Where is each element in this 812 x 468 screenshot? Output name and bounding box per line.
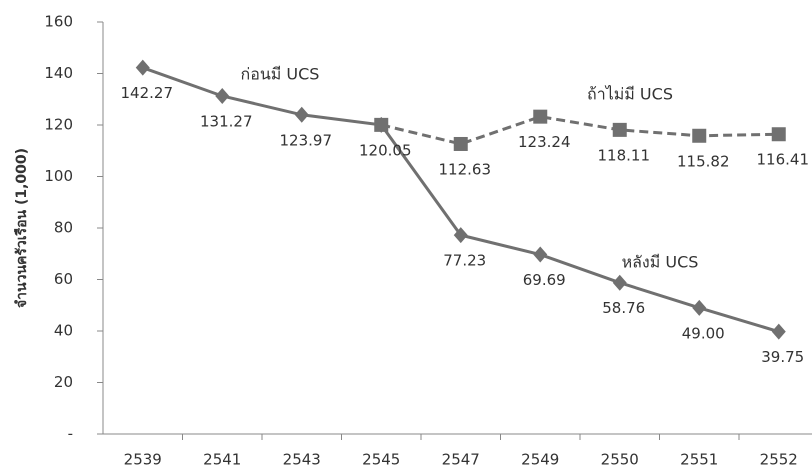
data-label: 118.11 [598,146,651,164]
x-tick-label: 2543 [283,451,321,468]
x-tick-label: 2547 [442,451,480,468]
data-label: 142.27 [121,84,174,102]
marker [692,128,707,143]
x-tick-label: 2545 [362,451,400,468]
data-label: 112.63 [439,160,492,178]
y-tick-label: 80 [54,219,73,237]
annotation: ก่อนมี UCS [241,65,320,84]
y-tick-label: - [68,425,73,443]
y-tick-label: 20 [54,373,73,391]
x-tick-label: 2541 [203,451,241,468]
data-label: 49.00 [682,324,725,342]
y-axis-label: จำนวนครัวเรือน (1,000) [14,148,30,308]
marker [533,109,548,124]
x-tick-label: 2549 [521,451,559,468]
marker [294,106,309,123]
series-line [380,115,779,146]
marker [453,136,468,151]
annotation: หลังมี UCS [622,253,699,272]
y-tick-label: 140 [44,64,73,82]
data-label: 131.27 [200,112,253,130]
series-line [142,66,780,334]
x-tick-label: 2551 [680,451,718,468]
data-label: 58.76 [602,299,645,317]
data-label: 123.24 [518,133,571,151]
data-label: 120.05 [359,141,412,159]
marker [453,227,468,244]
data-label: 77.23 [443,252,486,270]
data-label: 39.75 [761,348,804,366]
marker [374,117,389,132]
data-label: 115.82 [677,152,730,170]
data-label: 123.97 [280,131,333,149]
y-tick-label: 160 [44,13,73,31]
marker [612,122,627,137]
marker [612,274,627,291]
marker [771,323,786,340]
annotation: ถ้าไม่มี UCS [587,85,673,104]
data-label: 69.69 [523,271,566,289]
x-tick-label: 2550 [601,451,639,468]
x-tick-label: 2552 [760,451,798,468]
marker [135,59,150,76]
marker [771,127,786,142]
x-tick-label: 2539 [124,451,162,468]
y-tick-label: 100 [44,167,73,185]
marker [215,87,230,104]
y-tick-label: 40 [54,322,73,340]
y-tick-label: 60 [54,270,73,288]
y-tick-label: 120 [44,116,73,134]
marker [533,246,548,263]
marker [692,299,707,316]
data-label: 116.41 [757,151,810,169]
